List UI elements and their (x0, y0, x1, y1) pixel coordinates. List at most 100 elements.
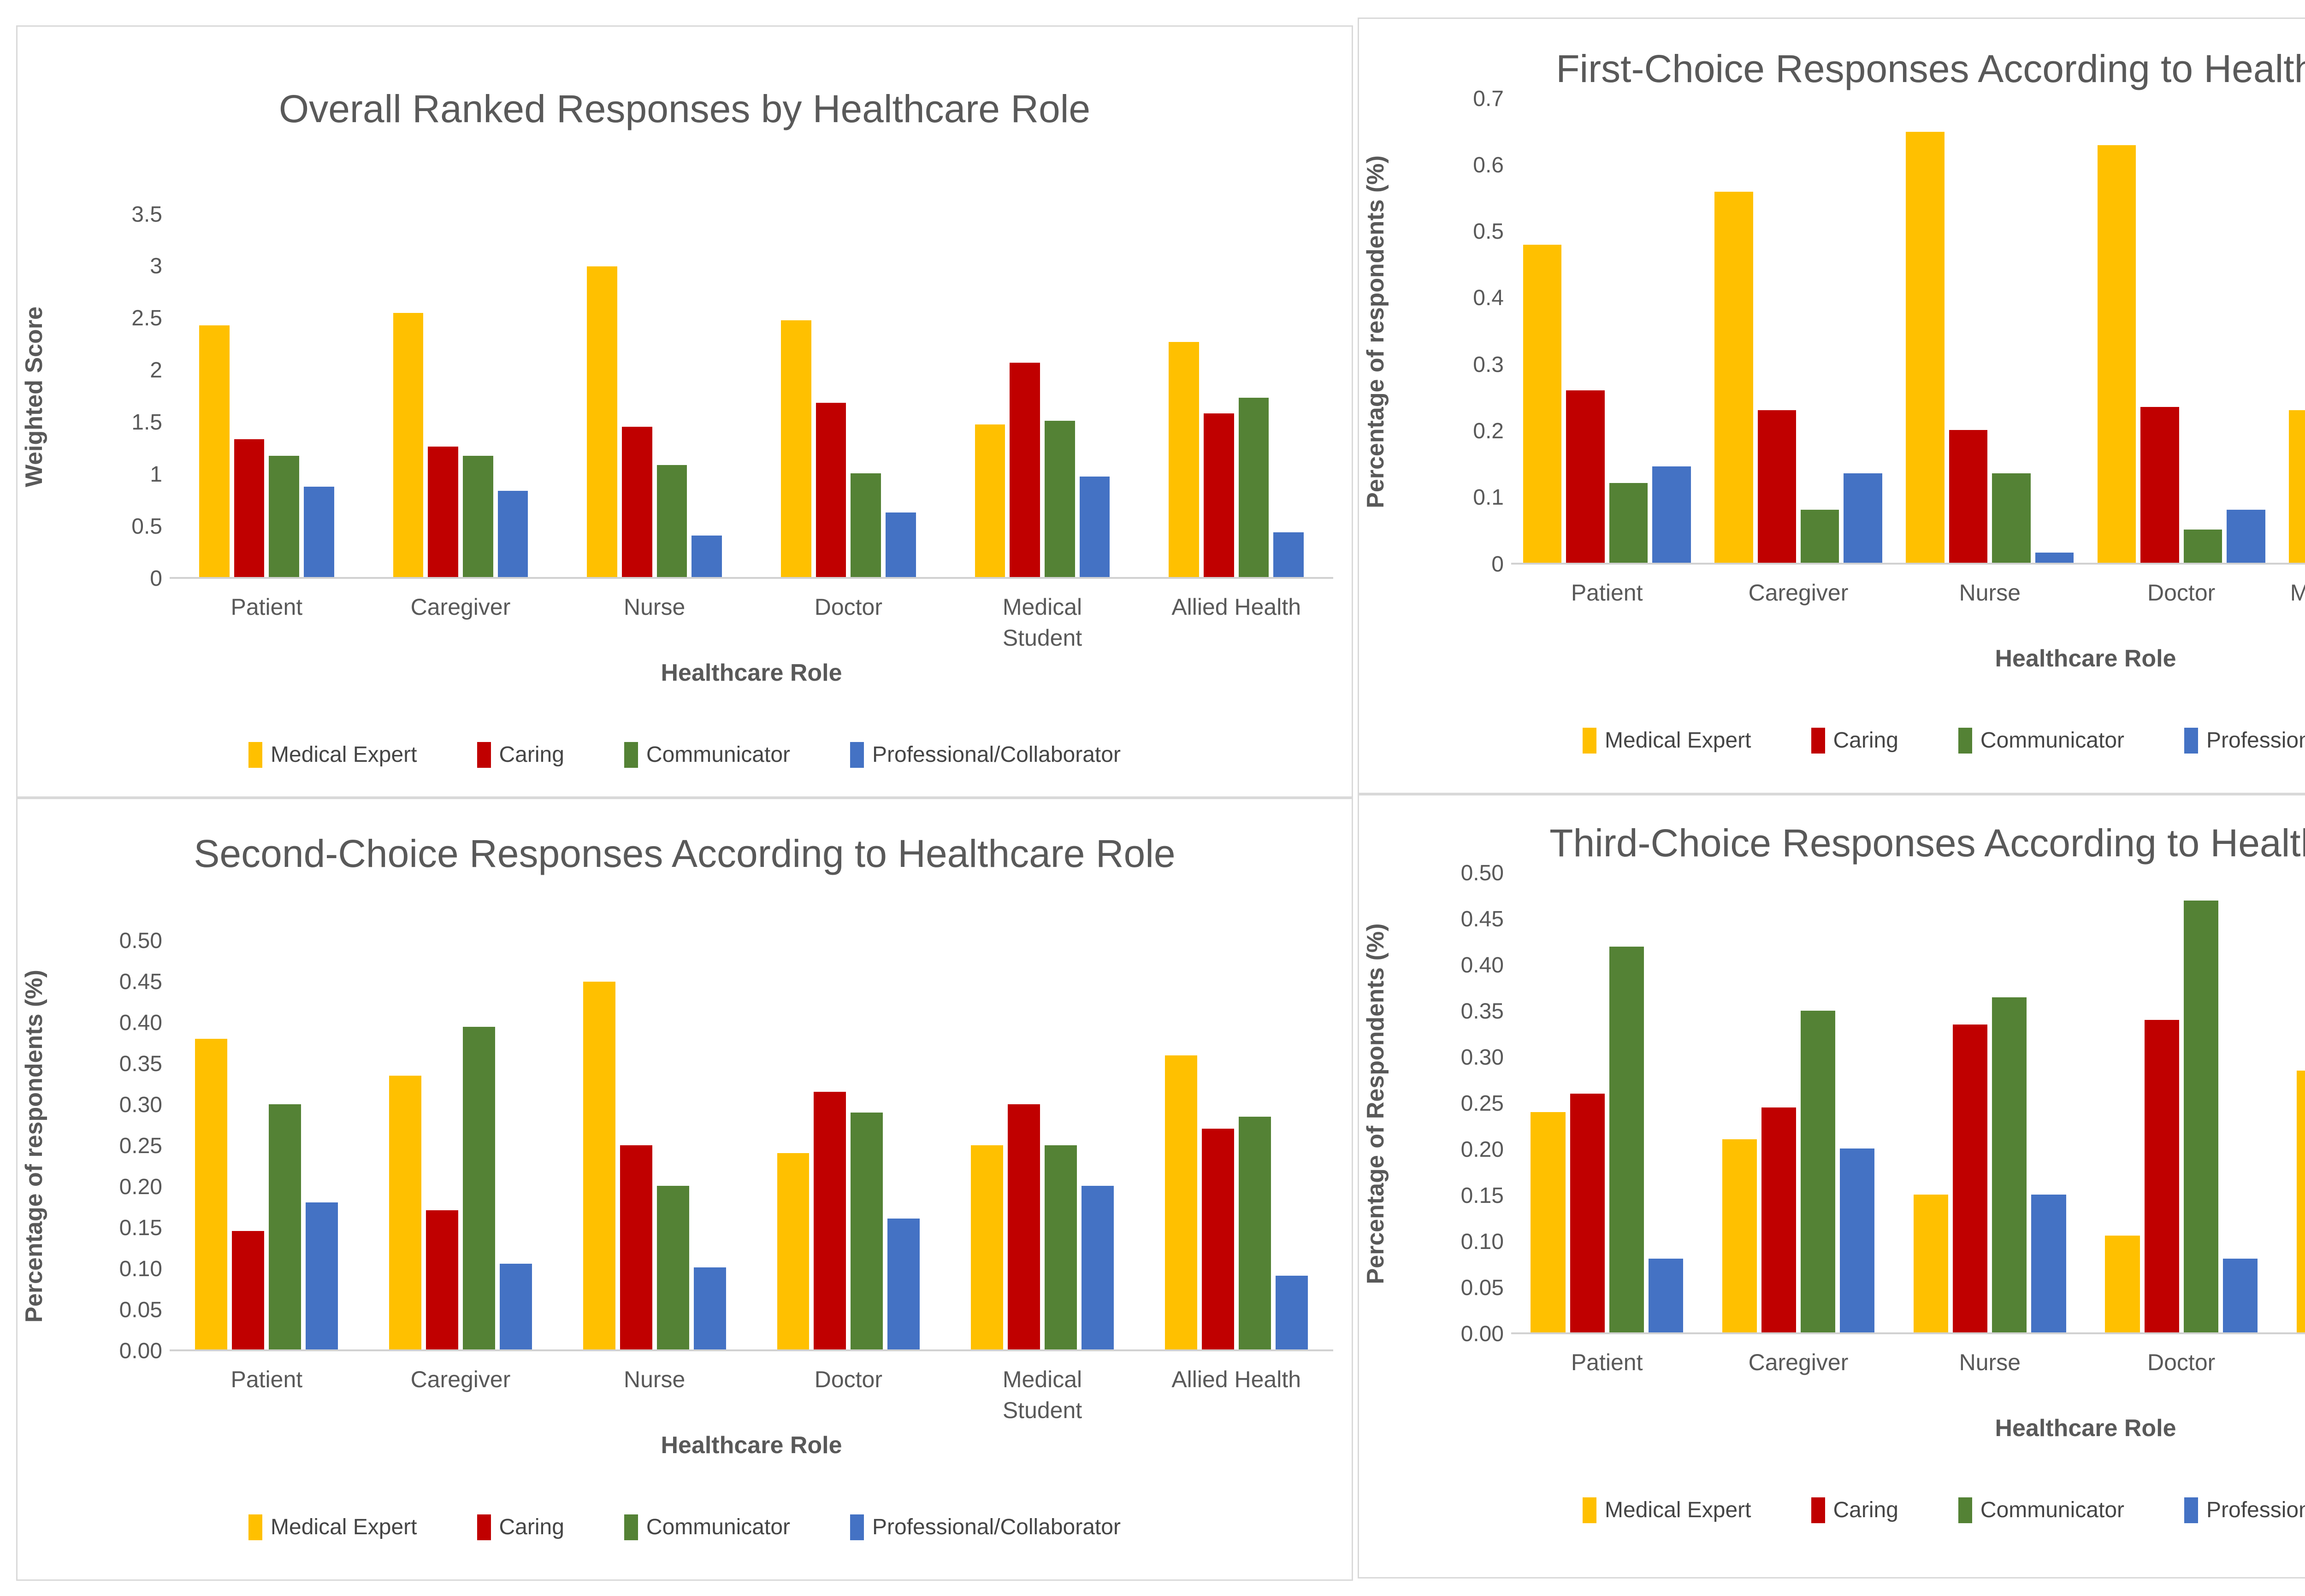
y-tick-label: 0.10 (1460, 1229, 1504, 1254)
x-axis-labels: Patient Caregiver Nurse Doctor Medical Stude… (1511, 577, 2305, 640)
category-label-nurse: Nurse (623, 594, 686, 620)
bar-caring-medical-student (1010, 362, 1040, 577)
legend-swatch-icon (1958, 1497, 1972, 1523)
bar-medical-expert-medical-student (2296, 1070, 2305, 1332)
category-label-medical-student: Medical Student (1002, 1366, 1082, 1424)
legend-item-professional-collaborator: Professional/Collaborator (2184, 727, 2305, 754)
legend-label: Caring (1833, 1498, 1898, 1523)
bar-medical-expert-doctor (780, 320, 811, 577)
legend: Medical Expert Caring Communicator Professi… (1359, 1497, 2305, 1523)
legend-item-professional-collaborator: Professional/Collaborator (850, 1514, 1121, 1540)
bar-medical-expert-doctor (2097, 145, 2136, 563)
legend-item-caring: Caring (1811, 1497, 1898, 1523)
category-label-nurse: Nurse (1959, 1349, 2021, 1375)
legend-label: Medical Expert (271, 1515, 417, 1540)
category-slot-doctor (751, 215, 946, 577)
bar-caring-caregiver (1757, 410, 1796, 563)
y-tick-label: 0.15 (1460, 1183, 1504, 1208)
legend-label: Professional/Collaborator (2206, 1498, 2305, 1523)
legend-item-professional-collaborator: Professional/Collaborator (2184, 1497, 2305, 1523)
bar-caring-caregiver (1761, 1107, 1796, 1332)
legend-label: Professional/Collaborator (872, 742, 1121, 767)
bar-caring-nurse (620, 1145, 652, 1349)
bar-professional-collaborator-allied-health (1275, 1276, 1308, 1349)
category-label-caregiver: Caregiver (410, 594, 511, 620)
chart-panel-first-choice: First-Choice Responses According to Heal… (1358, 18, 2305, 794)
bar-medical-expert-patient (1531, 1112, 1566, 1332)
legend-label: Medical Expert (1605, 1498, 1751, 1523)
bar-communicator-caregiver (463, 1026, 495, 1349)
category-slot-caregiver (364, 941, 558, 1349)
y-tick-label: 1.5 (131, 410, 162, 435)
category-label-caregiver: Caregiver (1748, 1349, 1849, 1375)
bar-cluster (779, 215, 918, 577)
y-tick-label: 0.05 (119, 1297, 162, 1322)
bar-cluster (969, 941, 1116, 1349)
legend-swatch-icon (624, 1514, 638, 1540)
y-tick-label: 0.5 (131, 514, 162, 539)
bar-medical-expert-nurse (1906, 132, 1944, 563)
y-tick-label: 0.3 (1473, 352, 1504, 377)
legend-label: Communicator (1980, 1498, 2124, 1523)
y-tick-label: 0.35 (1460, 999, 1504, 1024)
bar-cluster (193, 941, 340, 1349)
y-tick-label: 0.40 (1460, 953, 1504, 978)
bar-cluster (2095, 99, 2268, 563)
bar-professional-collaborator-medical-student (1081, 1186, 1114, 1349)
bar-cluster (1903, 99, 2076, 563)
bar-communicator-patient (1609, 483, 1648, 563)
y-axis-title: Weighted Score (21, 306, 47, 487)
bar-communicator-nurse (656, 465, 687, 577)
bar-communicator-nurse (1992, 473, 2031, 563)
y-tick-label: 0.5 (1473, 219, 1504, 244)
y-tick-label: 0.25 (1460, 1091, 1504, 1116)
legend-label: Medical Expert (1605, 728, 1751, 753)
bar-professional-collaborator-nurse (2035, 553, 2074, 563)
category-slot-medical-student (2277, 873, 2305, 1332)
chart-title: Overall Ranked Responses by Healthcare R… (278, 87, 1091, 130)
legend-swatch-icon (850, 742, 864, 768)
plot-area (170, 215, 1333, 579)
bar-medical-expert-medical-student (2289, 410, 2305, 563)
bar-professional-collaborator-nurse (2031, 1194, 2066, 1332)
bar-caring-caregiver (426, 1210, 458, 1349)
bar-caring-nurse (1949, 430, 1988, 563)
category-slot-allied-health (1139, 941, 1333, 1349)
bar-professional-collaborator-doctor (886, 512, 916, 577)
y-tick-label: 0.25 (119, 1133, 162, 1158)
category-label-medical-student: Medical Student (2277, 1347, 2305, 1410)
y-tick-label: 0.20 (1460, 1137, 1504, 1162)
category-slot-caregiver (1702, 873, 1894, 1332)
category-label-doctor: Doctor (814, 594, 882, 620)
y-axis-title: Percentage of respondents (%) (1362, 155, 1389, 508)
bar-cluster (2103, 873, 2260, 1332)
legend-swatch-icon (477, 1514, 491, 1540)
y-tick-label: 0.2 (1473, 419, 1504, 444)
legend-item-caring: Caring (1811, 727, 1898, 754)
category-slot-nurse (1894, 99, 2086, 563)
legend-item-medical-expert: Medical Expert (248, 742, 417, 768)
legend-swatch-icon (1811, 1497, 1825, 1523)
category-slot-caregiver (1702, 99, 1894, 563)
bar-medical-expert-allied-health (1164, 1055, 1197, 1349)
y-tick-label: 0.00 (119, 1338, 162, 1363)
legend-label: Communicator (646, 742, 790, 767)
legend-swatch-icon (2184, 727, 2198, 754)
category-slot-nurse (1894, 873, 2086, 1332)
bar-communicator-nurse (1992, 997, 2027, 1332)
legend-label: Professional/Collaborator (872, 1515, 1121, 1540)
category-slot-medical-student (2277, 99, 2305, 563)
bar-caring-doctor (814, 1092, 846, 1349)
category-slot-nurse (557, 941, 751, 1349)
bar-caring-medical-student (1008, 1104, 1040, 1349)
legend-label: Professional/Collaborator (2206, 728, 2305, 753)
category-slot-patient (170, 215, 364, 577)
category-slot-nurse (557, 215, 751, 577)
legend-swatch-icon (1583, 727, 1597, 754)
bar-medical-expert-patient (1523, 244, 1562, 563)
bar-medical-expert-patient (199, 325, 230, 577)
bar-medical-expert-caregiver (393, 312, 424, 577)
bar-communicator-allied-health (1238, 398, 1269, 577)
y-tick-label: 0.50 (1460, 860, 1504, 885)
